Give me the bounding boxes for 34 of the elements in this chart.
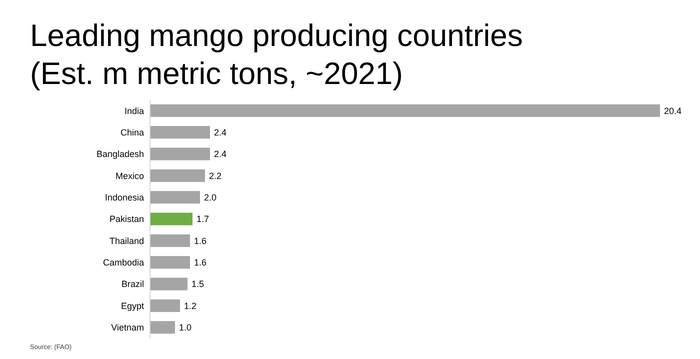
bar <box>150 169 205 182</box>
data-label: 2.0 <box>204 192 217 202</box>
bar <box>150 104 660 117</box>
bar <box>150 278 188 290</box>
bar <box>150 256 190 269</box>
bar <box>150 234 190 247</box>
bar <box>150 321 175 334</box>
bar <box>150 191 200 204</box>
data-label: 2.2 <box>209 170 222 181</box>
data-label: 20.4 <box>664 106 682 116</box>
data-label: 1.6 <box>194 236 207 246</box>
bar <box>150 212 192 226</box>
data-label: 1.5 <box>192 279 204 290</box>
y-tick-label: India <box>124 106 144 116</box>
y-tick-label: Brazil <box>121 279 144 290</box>
y-tick-label: Pakistan <box>109 214 144 224</box>
bar <box>150 299 180 312</box>
y-tick-label: Cambodia <box>102 258 144 268</box>
data-label: 2.4 <box>214 149 227 160</box>
y-tick-label: Indonesia <box>104 192 144 202</box>
y-tick-label: Bangladesh <box>96 149 144 160</box>
data-label: 1.0 <box>179 322 192 333</box>
y-tick-label: Mexico <box>115 170 144 181</box>
bar <box>150 126 210 139</box>
y-tick-label: Vietnam <box>111 322 144 333</box>
y-tick-label: Thailand <box>109 236 144 246</box>
data-label: 1.2 <box>184 300 197 311</box>
data-label: 1.7 <box>196 214 210 224</box>
data-label: 2.4 <box>214 127 227 138</box>
chart-title: Leading mango producing countries (Est. m metric tons, ~2021) <box>30 18 523 91</box>
data-label: 1.6 <box>194 258 207 268</box>
y-tick-label: China <box>120 127 144 138</box>
y-tick-label: Egypt <box>120 300 144 311</box>
bar <box>150 148 210 160</box>
